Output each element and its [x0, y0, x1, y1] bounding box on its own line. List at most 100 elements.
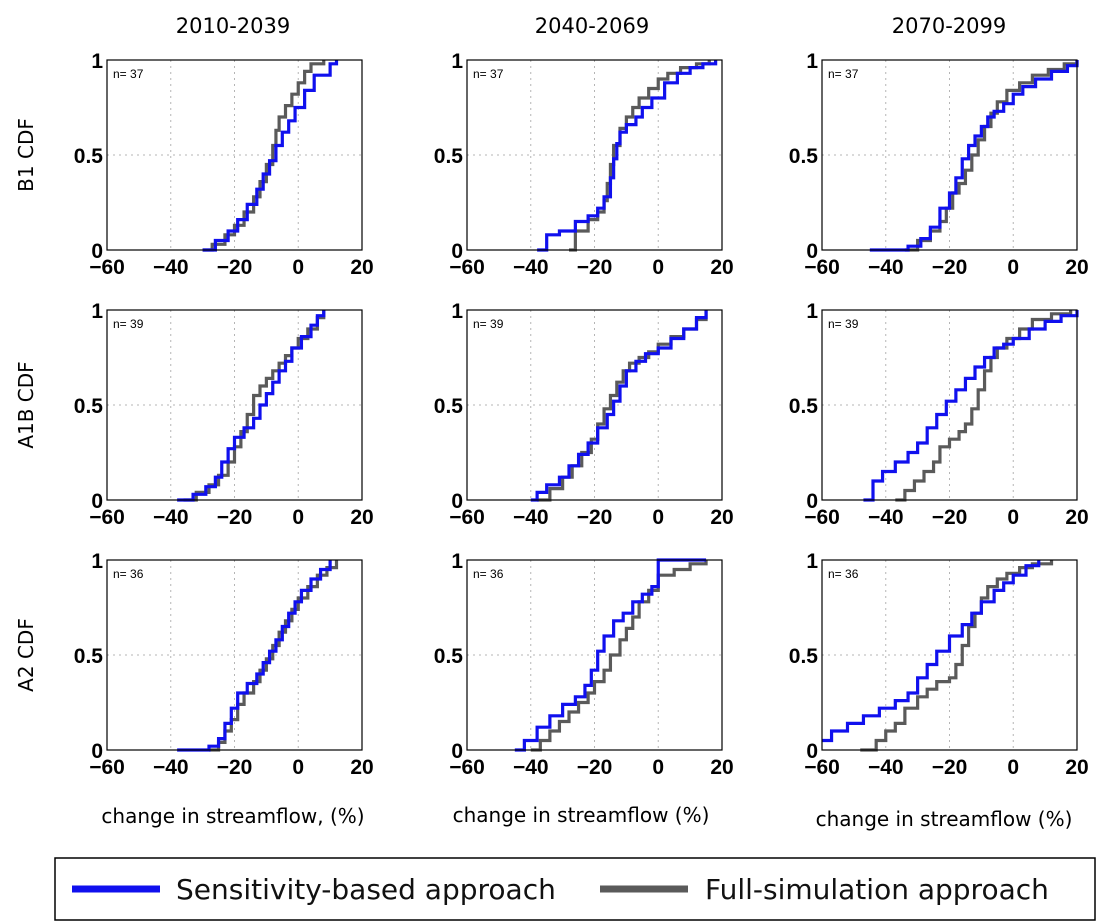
x-tick-label: −40: [868, 756, 904, 779]
row-label-a2: A2 CDF: [14, 618, 38, 692]
x-tick-label: 0: [1007, 256, 1019, 279]
x-tick-label: −20: [577, 506, 613, 529]
axes-frame: [106, 559, 363, 751]
y-tick-label: 0: [91, 240, 103, 263]
x-tick-label: −40: [513, 756, 549, 779]
x-tick-label: 0: [1007, 506, 1019, 529]
axes-frame: [466, 59, 723, 251]
y-tick-label: 0: [806, 740, 818, 763]
x-tick-label: −40: [153, 506, 189, 529]
panel-2-1: n= 39 −60 −40 −20 0 20 0 0.5 1: [74, 300, 374, 529]
y-tick-label: 1: [451, 550, 463, 573]
axes-frame: [106, 309, 363, 501]
x-tick-label: 0: [292, 506, 304, 529]
x-tick-label: 20: [350, 506, 373, 529]
y-tick-label: 1: [806, 550, 818, 573]
sensitivity-series-line: [537, 60, 718, 252]
y-tick-label: 1: [91, 550, 103, 573]
y-tick-label: 1: [91, 300, 103, 323]
row-label-b1: B1 CDF: [14, 118, 38, 192]
sample-size-annotation: n= 39: [473, 317, 504, 331]
panel-3-3: n= 36 −60 −40 −20 0 20 0 0.5 1: [789, 550, 1089, 779]
x-tick-label: 0: [292, 256, 304, 279]
x-tick-label: −60: [449, 756, 485, 779]
x-axis-label-3: change in streamflow (%): [816, 807, 1073, 831]
column-title-2: 2040-2069: [535, 14, 649, 38]
x-tick-label: 20: [350, 756, 373, 779]
x-tick-label: 20: [710, 256, 733, 279]
column-title-1: 2010-2039: [176, 14, 290, 38]
y-tick-label: 0.5: [434, 645, 464, 668]
y-tick-label: 1: [806, 300, 818, 323]
x-tick-label: −20: [217, 256, 253, 279]
x-tick-label: −60: [804, 756, 840, 779]
x-axis-label-1: change in streamflow, (%): [101, 804, 364, 828]
legend-label-full-simulation: Full-simulation approach: [705, 873, 1049, 906]
x-tick-label: −20: [932, 756, 968, 779]
x-tick-label: −60: [89, 256, 125, 279]
panel-1-1: n= 37 −60 −40 −20 0 20 0 0.5 1: [74, 50, 374, 279]
sensitivity-series-line: [869, 60, 1079, 252]
row-label-a1b: A1B CDF: [14, 361, 38, 448]
axes-frame: [466, 559, 723, 751]
x-tick-label: 20: [1065, 756, 1088, 779]
x-tick-label: 20: [710, 756, 733, 779]
x-tick-label: −60: [449, 256, 485, 279]
x-tick-label: −60: [449, 506, 485, 529]
y-tick-label: 0: [806, 240, 818, 263]
x-tick-label: −20: [577, 256, 613, 279]
sample-size-annotation: n= 37: [828, 67, 859, 81]
y-tick-label: 1: [91, 50, 103, 73]
sensitivity-series-line: [177, 560, 332, 752]
x-tick-label: 20: [1065, 506, 1088, 529]
sample-size-annotation: n= 39: [828, 317, 859, 331]
y-tick-label: 0: [806, 490, 818, 513]
x-tick-label: −40: [513, 506, 549, 529]
axes-frame: [821, 559, 1078, 751]
legend: Sensitivity-based approach Full-simulati…: [54, 857, 1096, 921]
panel-2-2: n= 39 −60 −40 −20 0 20 0 0.5 1: [434, 300, 734, 529]
x-tick-label: −20: [577, 756, 613, 779]
panel-1-2: n= 37 −60 −40 −20 0 20 0 0.5 1: [434, 50, 734, 279]
x-tick-label: −20: [932, 256, 968, 279]
y-tick-label: 1: [451, 300, 463, 323]
x-tick-label: −40: [513, 256, 549, 279]
panel-3-2: n= 36 −60 −40 −20 0 20 0 0.5 1: [434, 550, 734, 779]
y-tick-label: 0.5: [74, 145, 104, 168]
x-tick-label: −40: [868, 256, 904, 279]
sensitivity-series-line: [202, 60, 339, 252]
y-tick-label: 0: [451, 740, 463, 763]
sensitivity-series-line: [822, 560, 1041, 743]
sample-size-annotation: n= 37: [473, 67, 504, 81]
x-tick-label: −60: [89, 756, 125, 779]
y-tick-label: 0.5: [789, 395, 819, 418]
x-tick-label: 0: [652, 756, 664, 779]
panels: n= 37 −60 −40 −20 0 20 0 0.5 1 n= 37 −60 −40 −20 0 20 0…: [74, 50, 1089, 779]
full-simulation-series-line: [860, 560, 1054, 752]
y-tick-label: 1: [806, 50, 818, 73]
x-tick-label: 20: [710, 506, 733, 529]
full-simulation-series-line: [895, 310, 1073, 502]
y-tick-label: 0.5: [434, 145, 464, 168]
column-title-3: 2070-2099: [892, 14, 1006, 38]
x-tick-label: −60: [804, 506, 840, 529]
x-tick-label: −40: [153, 256, 189, 279]
x-tick-label: −40: [153, 756, 189, 779]
x-tick-label: 0: [652, 506, 664, 529]
x-tick-label: −20: [217, 756, 253, 779]
y-tick-label: 0.5: [74, 395, 104, 418]
x-tick-label: 20: [1065, 256, 1088, 279]
y-tick-label: 0: [91, 740, 103, 763]
sensitivity-series-line: [514, 558, 707, 752]
axes-frame: [466, 309, 723, 501]
x-tick-label: −40: [868, 506, 904, 529]
full-simulation-series-line: [183, 310, 326, 502]
panel-3-1: n= 36 −60 −40 −20 0 20 0 0.5 1: [74, 550, 374, 779]
x-tick-label: −60: [804, 256, 840, 279]
y-tick-label: 0.5: [789, 645, 819, 668]
sensitivity-series-line: [177, 310, 326, 502]
panel-1-3: n= 37 −60 −40 −20 0 20 0 0.5 1: [789, 50, 1089, 279]
y-tick-label: 0: [91, 490, 103, 513]
legend-frame: [54, 857, 1096, 921]
